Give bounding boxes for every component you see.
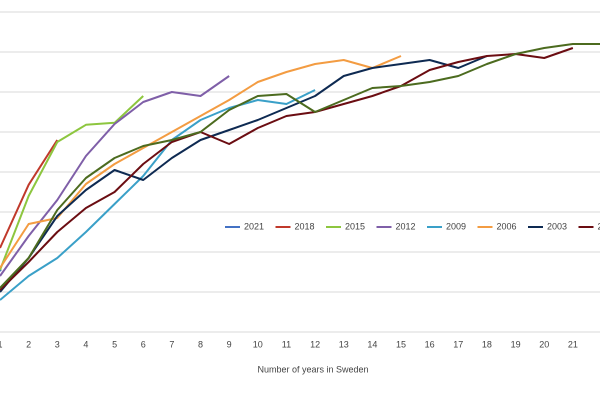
x-tick-label: 5 (112, 339, 117, 349)
x-tick-label: 18 (482, 339, 492, 349)
x-tick-label: 12 (310, 339, 320, 349)
x-tick-label: 6 (141, 339, 146, 349)
x-tick-label: 13 (339, 339, 349, 349)
series-line (0, 43, 600, 289)
x-tick-label: 1 (0, 339, 3, 349)
legend-label: 2000 (598, 221, 600, 231)
x-tick-label: 3 (55, 339, 60, 349)
x-tick-label: 8 (198, 339, 203, 349)
x-tick-label: 17 (453, 339, 463, 349)
legend-label: 2018 (295, 221, 315, 231)
series-line (0, 55, 488, 293)
x-tick-label: 9 (227, 339, 232, 349)
legend-label: 2021 (244, 221, 264, 231)
x-tick-label: 4 (83, 339, 88, 349)
x-tick-label: 2 (26, 339, 31, 349)
legend-label: 2015 (345, 221, 365, 231)
series-line (0, 139, 59, 249)
series-line (0, 89, 316, 301)
x-tick-label: 15 (396, 339, 406, 349)
series-line (0, 47, 574, 291)
legend-label: 2006 (497, 221, 517, 231)
x-tick-label: 21 (568, 339, 578, 349)
legend-label: 2012 (396, 221, 416, 231)
x-tick-label: 20 (539, 339, 549, 349)
x-tick-label: 14 (367, 339, 377, 349)
x-tick-label: 19 (511, 339, 521, 349)
legend-label: 2009 (446, 221, 466, 231)
x-axis-label: Number of years in Sweden (257, 364, 368, 374)
series-line (0, 95, 144, 271)
legend-label: 2003 (547, 221, 567, 231)
x-tick-label: 10 (253, 339, 263, 349)
x-tick-label: 11 (282, 339, 291, 349)
x-tick-label: 7 (169, 339, 174, 349)
x-tick-label: 16 (425, 339, 435, 349)
series-line (0, 75, 230, 277)
series-line (0, 55, 402, 269)
